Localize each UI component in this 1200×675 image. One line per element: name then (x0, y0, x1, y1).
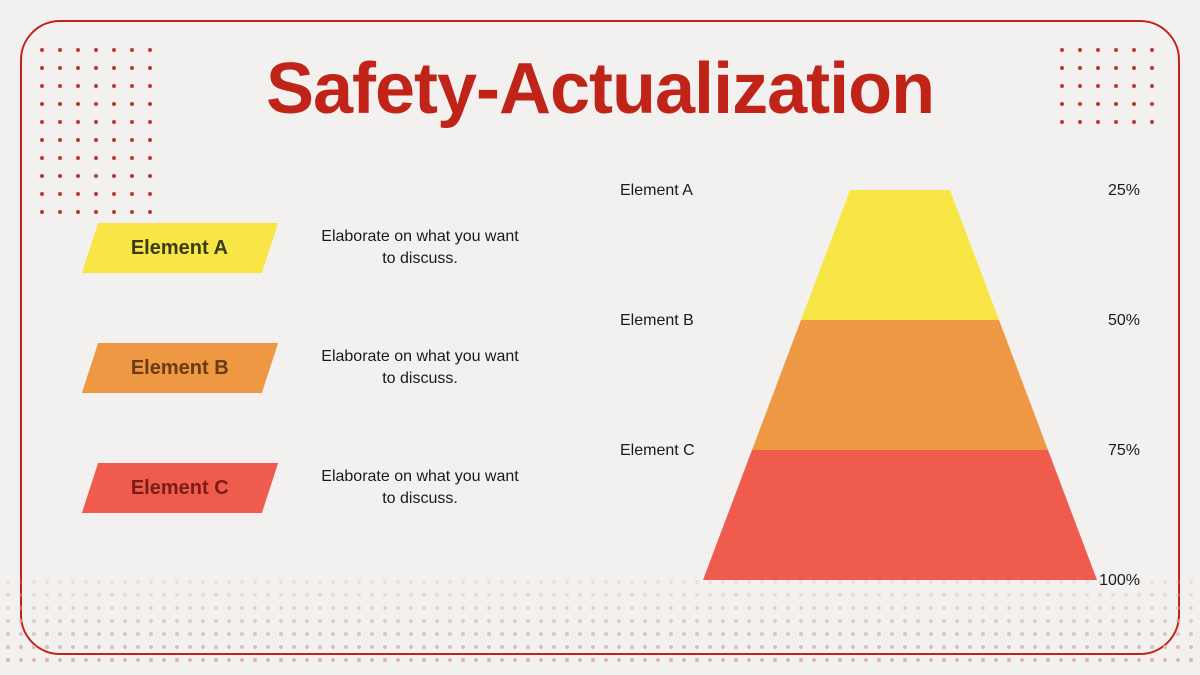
element-tag: Element B (82, 343, 278, 393)
pyramid-level-pct: 75% (1108, 442, 1140, 460)
element-row: Element B Elaborate on what you want to … (90, 338, 540, 398)
element-description: Elaborate on what you want to discuss. (320, 226, 520, 269)
element-description: Elaborate on what you want to discuss. (320, 346, 520, 389)
element-tag: Element C (82, 463, 278, 513)
pyramid-base-pct: 100% (1099, 572, 1140, 590)
element-tag-label: Element B (131, 357, 229, 380)
element-tag: Element A (82, 223, 278, 273)
element-tag-label: Element A (131, 237, 228, 260)
pyramid-svg (620, 180, 1140, 590)
element-description: Elaborate on what you want to discuss. (320, 466, 520, 509)
pyramid-chart: Element A Element B Element C 25% 50% 75… (620, 180, 1140, 610)
element-tag-label: Element C (131, 477, 229, 500)
pyramid-level-label: Element C (620, 442, 695, 460)
pyramid-level-label: Element B (620, 312, 694, 330)
pyramid-level-label: Element A (620, 182, 693, 200)
slide-title: Safety-Actualization (0, 48, 1200, 130)
element-row: Element A Elaborate on what you want to … (90, 218, 540, 278)
element-row: Element C Elaborate on what you want to … (90, 458, 540, 518)
pyramid-level-pct: 50% (1108, 312, 1140, 330)
pyramid-level-pct: 25% (1108, 182, 1140, 200)
